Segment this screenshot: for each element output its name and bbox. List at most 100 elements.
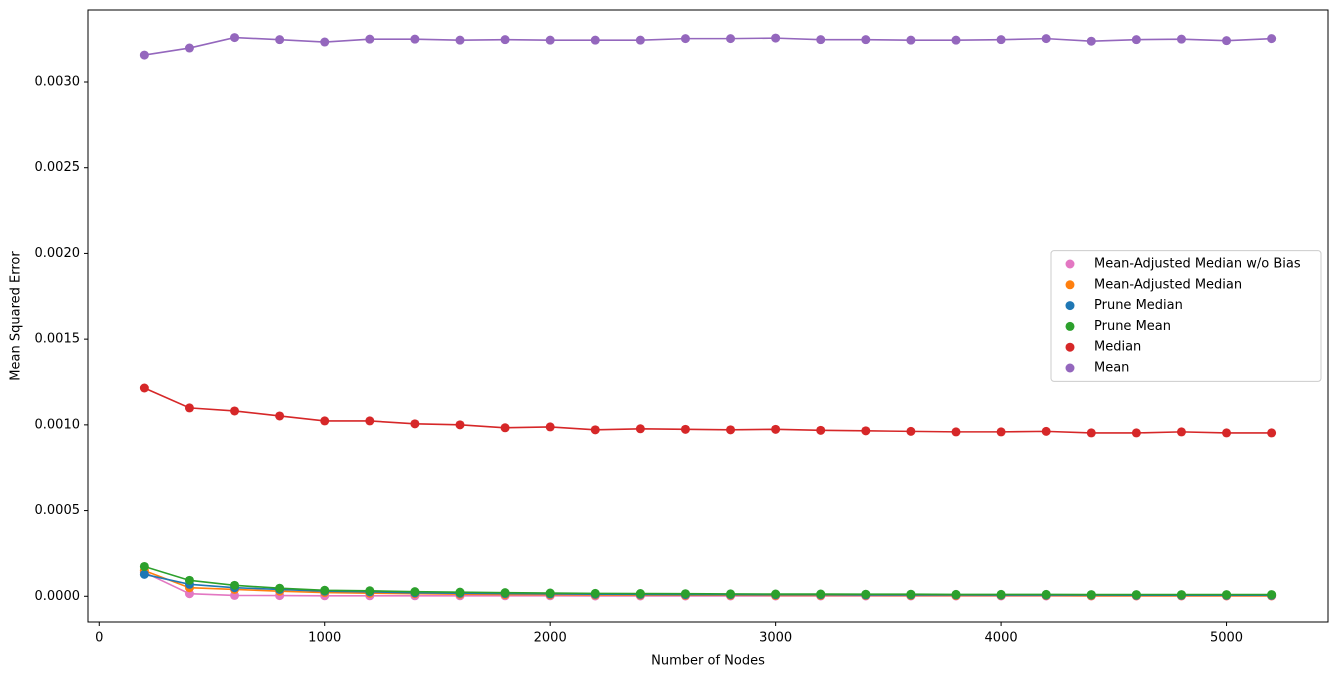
y-axis-label: Mean Squared Error [9,251,24,381]
data-point [816,35,826,45]
data-point [906,589,916,599]
data-point [951,427,961,437]
data-point [771,424,781,434]
data-point [230,580,240,590]
data-point [1131,35,1141,45]
data-point [996,589,1006,599]
legend-label: Median [1094,340,1141,355]
x-tick-label: 5000 [1210,631,1243,646]
x-axis-label: Number of Nodes [651,654,765,669]
data-point [184,43,194,53]
data-point [1176,34,1186,44]
legend: Mean-Adjusted Median w/o Bias Mean-Adjust… [1050,250,1322,382]
data-point [1222,590,1232,600]
data-point [275,583,285,593]
series-line [144,387,1272,434]
data-point [184,403,194,413]
data-point [680,589,690,599]
data-point [545,422,555,432]
data-point [1086,36,1096,46]
data-point [1176,590,1186,600]
data-point [1267,34,1277,44]
legend-label: Mean-Adjusted Median w/o Bias [1094,257,1301,272]
series-line [144,36,1272,56]
data-point [680,424,690,434]
x-tick-label: 4000 [985,631,1018,646]
data-point [365,34,375,44]
data-point [1131,590,1141,600]
data-point [635,424,645,434]
data-point [1222,428,1232,438]
data-point [184,575,194,585]
legend-marker [1065,321,1075,331]
data-point [635,589,645,599]
data-point [861,426,871,436]
data-point [1086,590,1096,600]
data-point [996,35,1006,45]
data-point [771,33,781,43]
series-line [144,565,1272,596]
plot-frame [87,9,1329,623]
data-point [410,34,420,44]
legend-box [1050,250,1322,382]
data-point [635,35,645,45]
data-point [365,416,375,426]
data-point [320,585,330,595]
data-point [500,35,510,45]
data-point [275,35,285,45]
data-point [545,35,555,45]
data-point [320,416,330,426]
data-point [590,35,600,45]
data-point [816,589,826,599]
data-point [410,587,420,597]
data-point [726,589,736,599]
y-tick-label: 0.0030 [35,75,81,90]
legend-label: Mean [1094,361,1129,376]
legend-label: Prune Median [1094,298,1183,313]
legend-marker [1065,363,1075,373]
data-point [410,419,420,429]
data-point [590,425,600,435]
y-tick-label: 0.0010 [35,417,81,432]
data-point [1131,428,1141,438]
data-point [1222,36,1232,46]
data-point [726,34,736,44]
data-point [951,589,961,599]
data-point [365,586,375,596]
data-point [1086,428,1096,438]
data-point [230,406,240,416]
data-point [1267,428,1277,438]
data-point [906,35,916,45]
legend-marker [1065,342,1075,352]
data-point [139,569,149,579]
data-point [455,35,465,45]
data-point [139,50,149,60]
data-point [1041,426,1051,436]
legend-label: Prune Mean [1094,319,1171,334]
data-point [906,426,916,436]
data-point [996,427,1006,437]
legend-marker [1065,280,1075,290]
data-point [1041,589,1051,599]
data-point [680,34,690,44]
y-tick-label: 0.0025 [35,160,81,175]
x-tick-label: 3000 [759,631,792,646]
data-point [320,37,330,47]
data-point [275,411,285,421]
legend-label: Mean-Adjusted Median [1094,277,1242,292]
legend-marker [1065,259,1075,269]
data-point [771,589,781,599]
y-tick-label: 0.0000 [35,589,81,604]
y-tick-label: 0.0015 [35,332,81,347]
data-point [455,420,465,430]
data-point [139,561,149,571]
data-point [726,425,736,435]
data-point [1176,427,1186,437]
x-tick-label: 2000 [534,631,567,646]
data-point [951,35,961,45]
data-point [500,423,510,433]
data-point [861,589,871,599]
data-point [816,425,826,435]
y-tick-label: 0.0005 [35,503,81,518]
